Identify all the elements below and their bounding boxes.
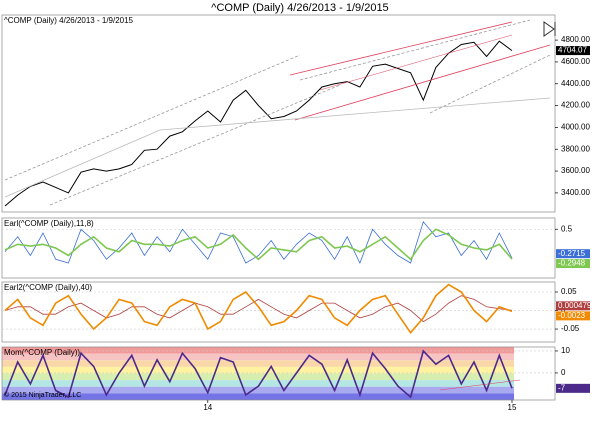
last-value-label: 4704.07 [558, 46, 587, 55]
zone-band [2, 360, 514, 367]
zone-band [2, 366, 514, 374]
play-icon[interactable] [543, 21, 556, 37]
panel-frame [1, 281, 556, 343]
y-tick-label: 4600.00 [561, 57, 590, 66]
zone-band [2, 347, 514, 354]
series-line [4, 295, 513, 323]
zone-band [2, 393, 514, 400]
y-tick-label: 4400.00 [561, 79, 590, 88]
x-tick-label: 14 [203, 403, 212, 412]
annotation: © 2015 NinjaTrader, LLC [4, 391, 81, 399]
zone-band [2, 373, 514, 381]
panel-frame [1, 217, 556, 279]
zone-band [2, 380, 514, 387]
last-value-label: -0.0023 [558, 311, 586, 320]
last-value-label: -0.2948 [558, 259, 586, 268]
last-value-label: -7 [558, 383, 566, 392]
y-tick-label: 4000.00 [561, 123, 590, 132]
last-value-box [556, 259, 590, 269]
panel-frame [1, 346, 556, 401]
y-tick-label: 3600.00 [561, 166, 590, 175]
panel-frame [1, 14, 556, 213]
last-value-box [556, 311, 590, 321]
series-line [4, 349, 513, 399]
zone-band [2, 353, 514, 361]
last-value-box [556, 383, 590, 393]
y-tick-label: 0 [561, 368, 566, 377]
panel-title: Earl2(^COMP (Daily),40) [4, 283, 92, 292]
chart-title: ^COMP (Daily) 4/26/2013 - 1/9/2015 [211, 2, 388, 14]
trend-lines [4, 19, 551, 391]
zone-band [2, 386, 514, 394]
series-line [4, 40, 513, 207]
panel-title: ^COMP (Daily) 4/26/2013 - 1/9/2015 [4, 16, 134, 25]
y-tick-label: 4800.00 [561, 35, 590, 44]
last-value-label: -0.2715 [558, 249, 586, 258]
series-line [4, 220, 513, 265]
x-tick-label: 15 [508, 403, 517, 412]
y-tick-label: 0.5 [561, 224, 573, 233]
last-value-box [556, 301, 590, 311]
panel-title: Earl(^COMP (Daily),11,8) [4, 219, 94, 228]
last-value-label: 0.000479 [558, 301, 592, 310]
series-line [4, 228, 513, 261]
y-tick-label: 3400.00 [561, 188, 590, 197]
last-value-box [556, 46, 590, 56]
panel-title: Mom(^COMP (Daily)) [4, 348, 80, 357]
y-tick-label: 4200.00 [561, 101, 590, 110]
y-tick-label: 0.05 [561, 287, 577, 296]
y-tick-label: 10 [561, 346, 570, 355]
series-line [4, 283, 513, 335]
y-tick-label: -0.05 [561, 324, 580, 333]
y-tick-label: 3800.00 [561, 144, 590, 153]
last-value-box [556, 249, 590, 259]
